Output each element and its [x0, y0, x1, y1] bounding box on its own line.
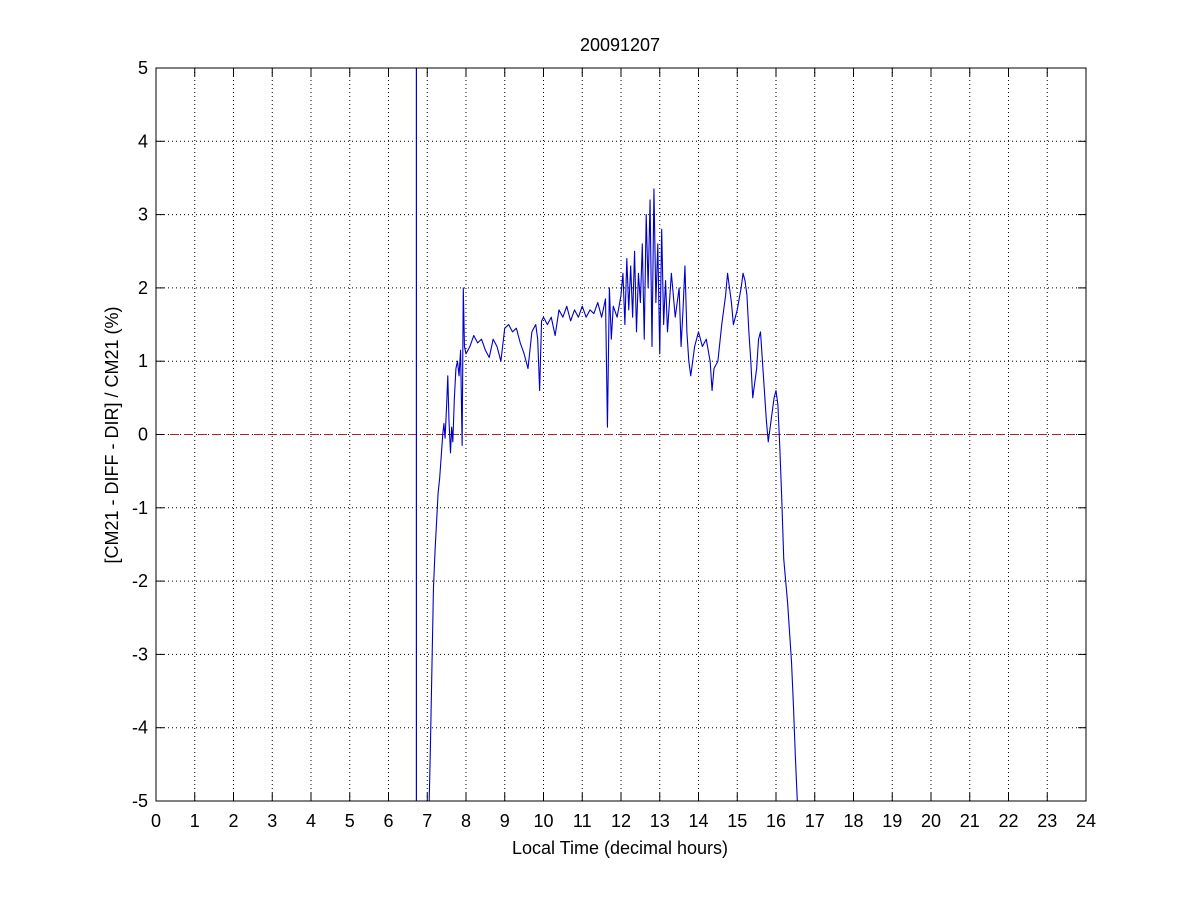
x-tick-label: 17: [805, 811, 825, 831]
x-tick-label: 7: [422, 811, 432, 831]
y-tick-label: 0: [138, 425, 148, 445]
y-axis-ticks: 5 4 3 2 1 0 -1 -2 -3 -4 -5: [132, 58, 1086, 811]
chart-title: 20091207: [580, 35, 660, 55]
y-tick-label: 5: [138, 58, 148, 78]
x-tick-label: 0: [151, 811, 161, 831]
y-axis-title: [CM21 - DIFF - DIR] / CM21 (%): [102, 306, 122, 563]
x-tick-label: 10: [533, 811, 553, 831]
y-tick-label: -1: [132, 498, 148, 518]
x-tick-label: 3: [267, 811, 277, 831]
x-tick-label: 6: [383, 811, 393, 831]
x-tick-label: 14: [688, 811, 708, 831]
x-tick-label: 21: [960, 811, 980, 831]
series-group: [415, 68, 798, 802]
x-tick-label: 5: [345, 811, 355, 831]
x-tick-label: 2: [228, 811, 238, 831]
y-tick-label: 4: [138, 131, 148, 151]
x-tick-label: 1: [190, 811, 200, 831]
x-tick-label: 19: [882, 811, 902, 831]
y-tick-label: -3: [132, 644, 148, 664]
y-tick-label: 1: [138, 351, 148, 371]
x-tick-label: 24: [1076, 811, 1096, 831]
x-tick-label: 18: [843, 811, 863, 831]
y-tick-label: -2: [132, 571, 148, 591]
x-axis-title: Local Time (decimal hours): [512, 838, 728, 858]
y-tick-label: -4: [132, 718, 148, 738]
y-tick-label: 3: [138, 205, 148, 225]
x-tick-label: 20: [921, 811, 941, 831]
x-tick-label: 4: [306, 811, 316, 831]
x-tick-label: 16: [766, 811, 786, 831]
x-tick-label: 13: [650, 811, 670, 831]
x-tick-label: 11: [573, 811, 592, 831]
x-tick-label: 9: [500, 811, 510, 831]
x-axis-ticks: 0 1 2 3 4 5 6 7 8 9 10 11 12 13 14 15 16 17 18 19 20 21 22 23 24: [151, 68, 1096, 831]
x-tick-label: 12: [611, 811, 631, 831]
y-tick-label: -5: [132, 791, 148, 811]
x-tick-label: 15: [727, 811, 747, 831]
y-tick-label: 2: [138, 278, 148, 298]
series-line: [428, 188, 798, 802]
x-tick-label: 23: [1037, 811, 1057, 831]
x-tick-label: 22: [998, 811, 1018, 831]
x-tick-label: 8: [461, 811, 471, 831]
